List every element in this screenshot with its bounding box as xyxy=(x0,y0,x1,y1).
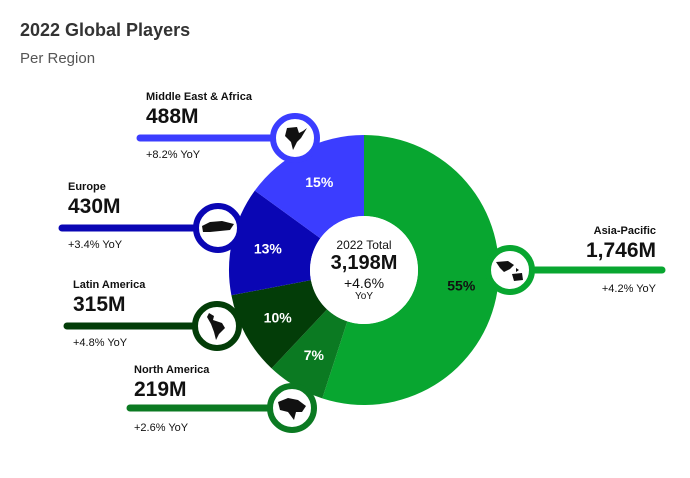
europe-map-icon xyxy=(202,221,234,232)
region-value: 430M xyxy=(68,195,121,218)
region-yoy: +4.8% YoY xyxy=(73,337,128,349)
region-yoy: +8.2% YoY xyxy=(146,149,201,161)
percent-label-north-america: 7% xyxy=(304,347,325,363)
marker-asia-pacific xyxy=(485,245,535,295)
asia-pacific-map-icon xyxy=(496,261,523,281)
region-name: Latin America xyxy=(73,279,146,291)
middle-east-africa-map-icon xyxy=(285,127,307,150)
chart-subtitle: Per Region xyxy=(20,50,96,67)
label-asia-pacific: Asia-Pacific 1,746M +4.2% YoY xyxy=(536,225,656,295)
label-north-america: North America 219M +2.6% YoY xyxy=(134,364,210,434)
slice-europe xyxy=(229,190,321,296)
region-yoy: +2.6% YoY xyxy=(134,422,189,434)
chart-title: 2022 Global Players xyxy=(20,20,191,40)
region-value: 488M xyxy=(146,105,199,128)
region-name: Europe xyxy=(68,181,106,193)
center-label: 2022 Total xyxy=(336,238,392,252)
label-latin-america: Latin America 315M +4.8% YoY xyxy=(73,279,146,349)
donut-hole xyxy=(310,216,418,324)
center-total: 2022 Total 3,198M +4.6% YoY xyxy=(310,238,418,302)
slice-latin-america xyxy=(231,280,328,369)
label-europe: Europe 430M +3.4% YoY xyxy=(68,181,122,251)
slice-asia-pacific xyxy=(322,135,499,406)
label-middle-east-africa: Middle East & Africa 488M +8.2% YoY xyxy=(146,91,252,161)
north-america-map-icon xyxy=(278,398,306,420)
slice-north-america xyxy=(271,309,348,399)
center-change-unit: YoY xyxy=(355,291,373,302)
region-value: 315M xyxy=(73,293,126,316)
region-yoy: +4.2% YoY xyxy=(601,283,656,295)
region-yoy: +3.4% YoY xyxy=(68,239,123,251)
region-name: North America xyxy=(134,364,210,376)
percent-label-europe: 13% xyxy=(254,241,283,257)
percent-label-asia-pacific: 55% xyxy=(447,277,476,293)
percent-label-latin-america: 10% xyxy=(264,309,293,325)
center-value: 3,198M xyxy=(330,252,398,274)
region-value: 1,746M xyxy=(585,239,656,262)
slice-middle-east-africa xyxy=(254,135,364,239)
latin-america-map-icon xyxy=(207,313,225,340)
percent-label-middle-east-africa: 15% xyxy=(305,174,334,190)
region-value: 219M xyxy=(134,378,187,401)
center-change: +4.6% xyxy=(343,275,385,291)
region-name: Asia-Pacific xyxy=(593,225,656,237)
region-name: Middle East & Africa xyxy=(146,91,252,103)
